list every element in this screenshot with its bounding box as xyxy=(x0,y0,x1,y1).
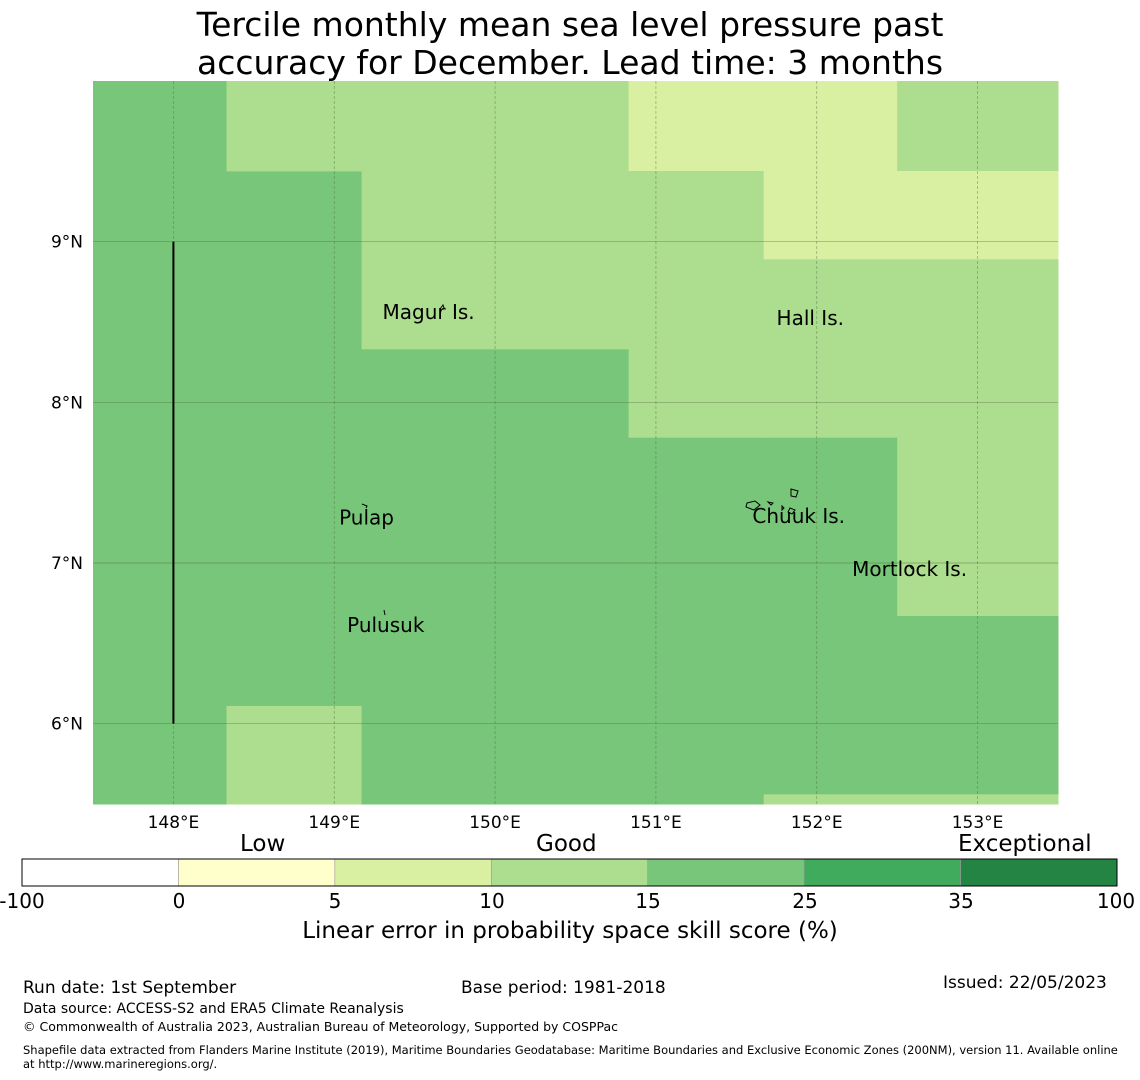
axis-tick-labels: 148°E 149°E 150°E 151°E 152°E 153°E 6°N 7°N 8°N 9… xyxy=(51,233,1003,833)
skill-grid xyxy=(93,81,1059,805)
colorbar-tick-label: 0 xyxy=(172,889,186,913)
longitude-tick-label: 150°E xyxy=(469,813,521,833)
skill-cell xyxy=(628,170,765,439)
latitude-tick-label: 7°N xyxy=(51,554,83,574)
colorbar-tick-label: 35 xyxy=(948,889,974,913)
colorbar-tick-label: 25 xyxy=(792,889,818,913)
place-label: Chuuk Is. xyxy=(752,504,845,528)
colorbar-category-good: Good xyxy=(536,831,597,857)
longitude-tick-label: 152°E xyxy=(791,813,843,833)
colorbar-tick-label: -100 xyxy=(0,889,45,913)
colorbar-swatch xyxy=(178,858,336,887)
skill-cell xyxy=(897,170,1059,260)
skill-cell xyxy=(763,437,898,795)
place-label: Mortlock Is. xyxy=(852,557,967,581)
pulusuk-island-outline xyxy=(383,609,386,616)
mortlock-island-outline xyxy=(908,564,913,570)
colorbar-swatch xyxy=(803,858,961,887)
skill-cell xyxy=(628,437,765,805)
run-date: Run date: 1st September xyxy=(23,978,237,998)
chuuk-lagoon-outline xyxy=(745,488,799,515)
longitude-tick-label: 148°E xyxy=(148,813,200,833)
longitude-tick-label: 151°E xyxy=(630,813,682,833)
colorbar-outline xyxy=(21,858,1118,887)
place-labels: Magur Is. Hall Is. Pulap Chuuk Is. Mortlock … xyxy=(339,300,967,637)
colorbar-swatch xyxy=(647,858,805,887)
skill-cell xyxy=(763,259,898,439)
island-outlines xyxy=(361,303,913,616)
skill-cell xyxy=(897,794,1059,805)
skill-cell xyxy=(361,81,630,350)
colorbar-swatch xyxy=(334,858,492,887)
skill-cell xyxy=(897,616,1059,795)
title-line-2: accuracy for December. Lead time: 3 mont… xyxy=(196,43,944,82)
skill-cell xyxy=(763,81,898,260)
colorbar-swatch xyxy=(21,858,179,887)
shapefile-credit: Shapefile data extracted from Flanders M… xyxy=(23,1043,1118,1071)
data-source: Data source: ACCESS-S2 and ERA5 Climate … xyxy=(23,1001,404,1017)
colorbar-label: Linear error in probability space skill … xyxy=(302,918,838,944)
longitude-tick-label: 153°E xyxy=(952,813,1004,833)
colorbar-category-low: Low xyxy=(240,831,286,857)
gridlines xyxy=(93,81,1058,804)
latitude-tick-label: 6°N xyxy=(51,715,83,735)
skill-cell xyxy=(226,705,363,805)
longitude-tick-label: 149°E xyxy=(308,813,360,833)
skill-cell xyxy=(763,794,898,805)
title-line-1: Tercile monthly mean sea level pressure … xyxy=(196,5,944,44)
skill-cell xyxy=(226,170,363,707)
place-label: Pulusuk xyxy=(347,613,425,637)
latitude-tick-label: 8°N xyxy=(51,393,83,413)
place-label: Magur Is. xyxy=(383,300,475,324)
map-title: Tercile monthly mean sea level pressure … xyxy=(0,6,1140,82)
base-period: Base period: 1981-2018 xyxy=(461,978,666,998)
map-figure: 148°E 149°E 150°E 151°E 152°E 153°E 6°N 7°N 8°N 9… xyxy=(21,81,1118,887)
skill-cell xyxy=(628,81,765,172)
magur-island-outline xyxy=(439,303,445,310)
copyright-notice: © Commonwealth of Australia 2023, Austra… xyxy=(23,1019,618,1034)
colorbar-tick-label: 100 xyxy=(1096,889,1136,913)
colorbar-tick-label: 5 xyxy=(328,889,342,913)
colorbar-swatch xyxy=(490,858,649,887)
place-label: Hall Is. xyxy=(777,306,844,330)
skill-cell xyxy=(93,81,227,805)
colorbar-tick-label: 15 xyxy=(635,889,661,913)
colorbar xyxy=(21,858,1118,887)
colorbar-category-exceptional: Exceptional xyxy=(958,831,1092,857)
skill-cell xyxy=(226,81,363,172)
place-label: Pulap xyxy=(339,505,394,529)
issued-date: Issued: 22/05/2023 xyxy=(943,973,1107,993)
pulap-island-outline xyxy=(361,503,368,509)
colorbar-tick-label: 10 xyxy=(479,889,505,913)
latitude-tick-label: 9°N xyxy=(51,233,83,253)
colorbar-swatch xyxy=(960,858,1118,887)
